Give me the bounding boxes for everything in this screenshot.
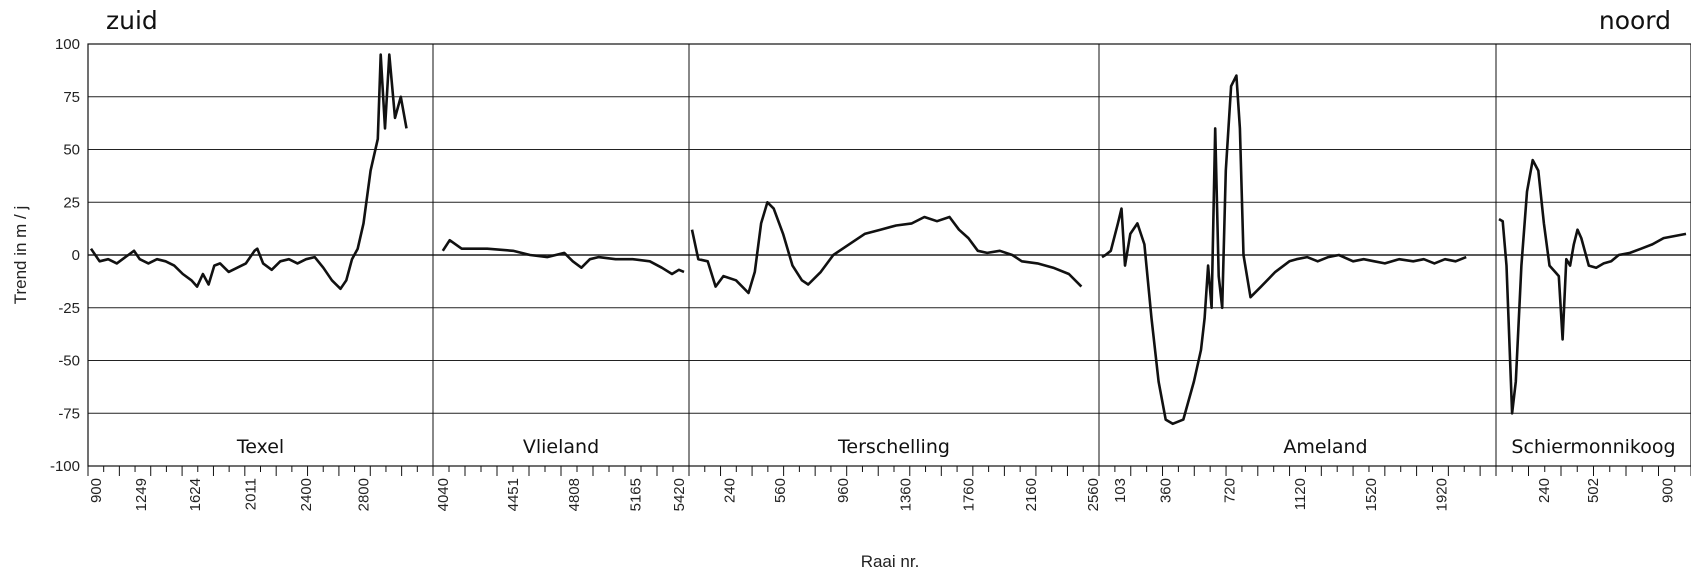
section-name-ameland: Ameland: [1283, 436, 1367, 458]
x-tick-label: 1920: [1433, 478, 1450, 511]
x-tick-label: 4451: [505, 478, 522, 511]
x-tick-label: 4808: [566, 478, 583, 511]
x-tick-label: 2400: [298, 478, 315, 511]
grid-layer: [88, 96, 1691, 414]
series-line-schiermonnikoog: [1498, 158, 1687, 415]
y-tick-label: 0: [72, 247, 80, 264]
x-tick-label: 1760: [960, 478, 977, 511]
series-layer: [89, 53, 1687, 426]
y-tick-label: 75: [63, 89, 80, 106]
corner-label-noord: noord: [1598, 6, 1671, 35]
y-tick-label: 100: [55, 36, 80, 53]
y-axis-label: Trend in m / j: [11, 206, 30, 305]
x-axis-label: Raai nr.: [861, 552, 920, 571]
series-line-terschelling: [690, 201, 1083, 295]
x-tick-label: 2160: [1023, 478, 1040, 511]
x-tick-label: 502: [1585, 478, 1602, 503]
x-tick-label: 2800: [355, 478, 372, 511]
series-line-ameland: [1101, 74, 1467, 426]
y-tick-label: -100: [50, 458, 80, 475]
plot-frame: [87, 43, 1691, 467]
section-names: Texel Vlieland Terschelling Ameland Schiermo…: [236, 436, 1676, 458]
section-name-schiermonnikoog: Schiermonnikoog: [1511, 436, 1675, 458]
x-tick-labels: 900 1249 1624 2011 2400 2800 4040 4451 4808 5165 5…: [87, 466, 1691, 511]
x-tick-label: 1624: [187, 478, 204, 511]
series-line-vlieland: [441, 238, 685, 276]
y-tick-label: 25: [63, 194, 80, 211]
x-tick-label: 1120: [1292, 478, 1309, 510]
section-dividers: [432, 44, 1497, 466]
y-tick-label: -75: [58, 405, 80, 422]
x-tick-label: 720: [1221, 478, 1238, 503]
section-name-vlieland: Vlieland: [523, 436, 599, 458]
y-tick-label: -25: [58, 300, 80, 317]
x-tick-label: 5420: [671, 478, 688, 511]
y-tick-label: 50: [63, 142, 80, 159]
x-tick-label: 1360: [898, 478, 915, 511]
x-tick-label: 103: [1112, 478, 1129, 503]
x-tick-label: 5165: [627, 478, 644, 511]
section-name-terschelling: Terschelling: [837, 436, 950, 458]
corner-label-zuid: zuid: [106, 6, 158, 35]
x-tick-label: 560: [772, 478, 789, 503]
x-tick-label: 4040: [435, 478, 452, 511]
x-tick-label: 1520: [1363, 478, 1380, 511]
y-tick-label: -50: [58, 353, 80, 370]
x-tick-label: 2011: [242, 478, 259, 510]
y-tick-labels: 100 75 50 25 0 -25 -50 -75 -100: [50, 36, 80, 475]
x-tick-label: 900: [88, 478, 105, 503]
x-tick-label: 2560: [1085, 478, 1102, 511]
series-line-texel: [89, 53, 408, 291]
x-tick-label: 360: [1158, 478, 1175, 503]
x-tick-label: 960: [835, 478, 852, 503]
x-tick-label: 900: [1659, 478, 1676, 503]
section-name-texel: Texel: [236, 436, 284, 458]
x-tick-label: 240: [722, 478, 739, 503]
x-tick-label: 1249: [133, 478, 150, 511]
x-tick-label: 240: [1536, 478, 1553, 503]
